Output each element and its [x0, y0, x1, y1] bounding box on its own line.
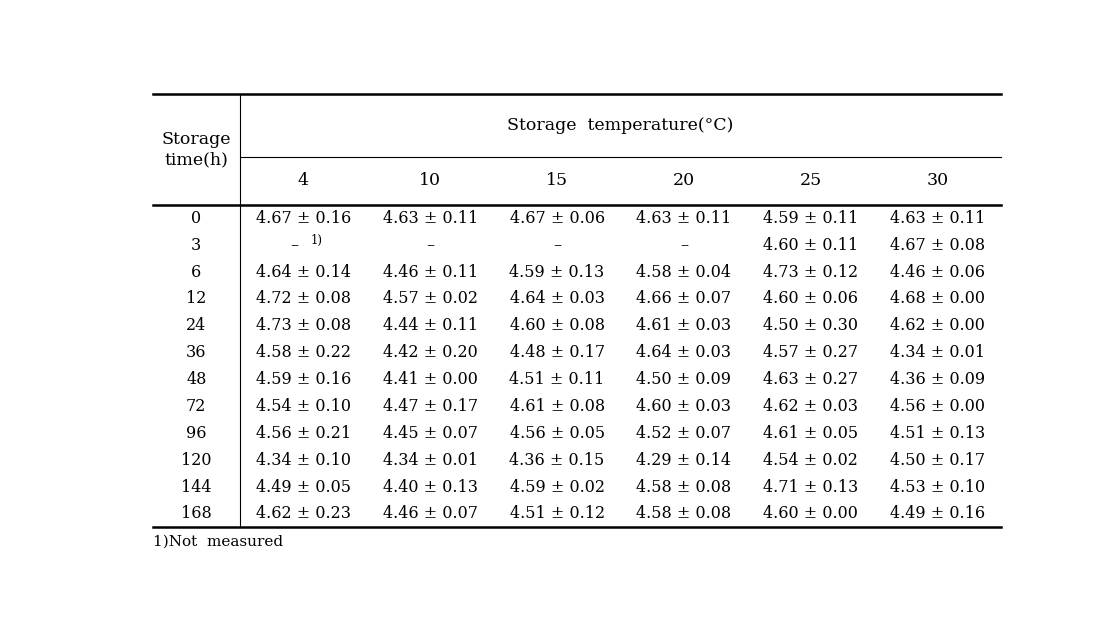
Text: 4.45 ± 0.07: 4.45 ± 0.07 — [383, 425, 478, 442]
Text: 4.58 ± 0.08: 4.58 ± 0.08 — [637, 479, 732, 496]
Text: 4.63 ± 0.27: 4.63 ± 0.27 — [763, 371, 858, 388]
Text: 4.46 ± 0.07: 4.46 ± 0.07 — [383, 506, 478, 522]
Text: 4.59 ± 0.02: 4.59 ± 0.02 — [509, 479, 604, 496]
Text: 4.60 ± 0.03: 4.60 ± 0.03 — [637, 398, 732, 415]
Text: 4.54 ± 0.10: 4.54 ± 0.10 — [256, 398, 351, 415]
Text: –: – — [427, 237, 435, 254]
Text: 4.56 ± 0.00: 4.56 ± 0.00 — [890, 398, 985, 415]
Text: 25: 25 — [800, 173, 822, 189]
Text: 4.59 ± 0.16: 4.59 ± 0.16 — [256, 371, 351, 388]
Text: 4.58 ± 0.08: 4.58 ± 0.08 — [637, 506, 732, 522]
Text: 0: 0 — [191, 210, 201, 227]
Text: 4.63 ± 0.11: 4.63 ± 0.11 — [637, 210, 732, 227]
Text: 4.67 ± 0.16: 4.67 ± 0.16 — [256, 210, 351, 227]
Text: 4.51 ± 0.13: 4.51 ± 0.13 — [890, 425, 985, 442]
Text: 4.68 ± 0.00: 4.68 ± 0.00 — [890, 291, 985, 308]
Text: 4.56 ± 0.05: 4.56 ± 0.05 — [509, 425, 604, 442]
Text: 4.57 ± 0.02: 4.57 ± 0.02 — [383, 291, 478, 308]
Text: 144: 144 — [181, 479, 211, 496]
Text: 168: 168 — [181, 506, 212, 522]
Text: –: – — [290, 237, 299, 254]
Text: 4.56 ± 0.21: 4.56 ± 0.21 — [256, 425, 351, 442]
Text: 4.41 ± 0.00: 4.41 ± 0.00 — [383, 371, 478, 388]
Text: 4.60 ± 0.06: 4.60 ± 0.06 — [763, 291, 858, 308]
Text: 120: 120 — [181, 452, 211, 469]
Text: 4.34 ± 0.01: 4.34 ± 0.01 — [383, 452, 478, 469]
Text: 4.62 ± 0.00: 4.62 ± 0.00 — [890, 318, 985, 334]
Text: 4.46 ± 0.06: 4.46 ± 0.06 — [890, 264, 985, 281]
Text: 4.40 ± 0.13: 4.40 ± 0.13 — [383, 479, 478, 496]
Text: –: – — [680, 237, 688, 254]
Text: 96: 96 — [187, 425, 207, 442]
Text: 4: 4 — [298, 173, 309, 189]
Text: 4.50 ± 0.17: 4.50 ± 0.17 — [890, 452, 985, 469]
Text: 3: 3 — [191, 237, 201, 254]
Text: 1)Not  measured: 1)Not measured — [153, 534, 283, 549]
Text: 4.51 ± 0.12: 4.51 ± 0.12 — [509, 506, 604, 522]
Text: –: – — [553, 237, 561, 254]
Text: 4.52 ± 0.07: 4.52 ± 0.07 — [637, 425, 732, 442]
Text: 4.58 ± 0.04: 4.58 ± 0.04 — [637, 264, 732, 281]
Text: 4.49 ± 0.16: 4.49 ± 0.16 — [890, 506, 985, 522]
Text: 4.60 ± 0.00: 4.60 ± 0.00 — [763, 506, 858, 522]
Text: Storage  temperature(°C): Storage temperature(°C) — [507, 117, 734, 134]
Text: 48: 48 — [187, 371, 207, 388]
Text: 4.73 ± 0.08: 4.73 ± 0.08 — [256, 318, 351, 334]
Text: 4.59 ± 0.11: 4.59 ± 0.11 — [763, 210, 858, 227]
Text: 4.61 ± 0.03: 4.61 ± 0.03 — [637, 318, 732, 334]
Text: 4.67 ± 0.08: 4.67 ± 0.08 — [890, 237, 985, 254]
Text: 4.51 ± 0.11: 4.51 ± 0.11 — [509, 371, 604, 388]
Text: 4.61 ± 0.05: 4.61 ± 0.05 — [763, 425, 858, 442]
Text: 4.50 ± 0.30: 4.50 ± 0.30 — [763, 318, 858, 334]
Text: 4.62 ± 0.23: 4.62 ± 0.23 — [256, 506, 351, 522]
Text: 4.36 ± 0.09: 4.36 ± 0.09 — [890, 371, 985, 388]
Text: 4.50 ± 0.09: 4.50 ± 0.09 — [637, 371, 732, 388]
Text: 4.53 ± 0.10: 4.53 ± 0.10 — [890, 479, 985, 496]
Text: 12: 12 — [187, 291, 207, 308]
Text: 4.57 ± 0.27: 4.57 ± 0.27 — [763, 344, 858, 361]
Text: 4.73 ± 0.12: 4.73 ± 0.12 — [763, 264, 858, 281]
Text: Storage
time(h): Storage time(h) — [162, 131, 231, 168]
Text: 4.29 ± 0.14: 4.29 ± 0.14 — [637, 452, 732, 469]
Text: 4.48 ± 0.17: 4.48 ± 0.17 — [509, 344, 604, 361]
Text: 15: 15 — [546, 173, 569, 189]
Text: 4.46 ± 0.11: 4.46 ± 0.11 — [383, 264, 478, 281]
Text: 4.72 ± 0.08: 4.72 ± 0.08 — [256, 291, 351, 308]
Text: 4.64 ± 0.03: 4.64 ± 0.03 — [637, 344, 732, 361]
Text: 1): 1) — [311, 234, 323, 247]
Text: 4.64 ± 0.03: 4.64 ± 0.03 — [509, 291, 604, 308]
Text: 4.60 ± 0.08: 4.60 ± 0.08 — [509, 318, 604, 334]
Text: 4.54 ± 0.02: 4.54 ± 0.02 — [763, 452, 858, 469]
Text: 4.60 ± 0.11: 4.60 ± 0.11 — [763, 237, 858, 254]
Text: 20: 20 — [672, 173, 695, 189]
Text: 4.58 ± 0.22: 4.58 ± 0.22 — [256, 344, 351, 361]
Text: 36: 36 — [187, 344, 207, 361]
Text: 6: 6 — [191, 264, 201, 281]
Text: 72: 72 — [187, 398, 207, 415]
Text: 4.44 ± 0.11: 4.44 ± 0.11 — [383, 318, 478, 334]
Text: 4.36 ± 0.15: 4.36 ± 0.15 — [509, 452, 604, 469]
Text: 4.66 ± 0.07: 4.66 ± 0.07 — [637, 291, 732, 308]
Text: 4.61 ± 0.08: 4.61 ± 0.08 — [509, 398, 604, 415]
Text: 4.67 ± 0.06: 4.67 ± 0.06 — [509, 210, 604, 227]
Text: 4.49 ± 0.05: 4.49 ± 0.05 — [256, 479, 351, 496]
Text: 24: 24 — [187, 318, 207, 334]
Text: 4.71 ± 0.13: 4.71 ± 0.13 — [763, 479, 858, 496]
Text: 4.64 ± 0.14: 4.64 ± 0.14 — [256, 264, 351, 281]
Text: 4.47 ± 0.17: 4.47 ± 0.17 — [383, 398, 478, 415]
Text: 4.59 ± 0.13: 4.59 ± 0.13 — [509, 264, 604, 281]
Text: 4.63 ± 0.11: 4.63 ± 0.11 — [383, 210, 478, 227]
Text: 4.34 ± 0.10: 4.34 ± 0.10 — [256, 452, 351, 469]
Text: 4.62 ± 0.03: 4.62 ± 0.03 — [763, 398, 858, 415]
Text: 4.42 ± 0.20: 4.42 ± 0.20 — [383, 344, 478, 361]
Text: 10: 10 — [419, 173, 441, 189]
Text: 30: 30 — [926, 173, 948, 189]
Text: 4.63 ± 0.11: 4.63 ± 0.11 — [890, 210, 985, 227]
Text: 4.34 ± 0.01: 4.34 ± 0.01 — [890, 344, 985, 361]
